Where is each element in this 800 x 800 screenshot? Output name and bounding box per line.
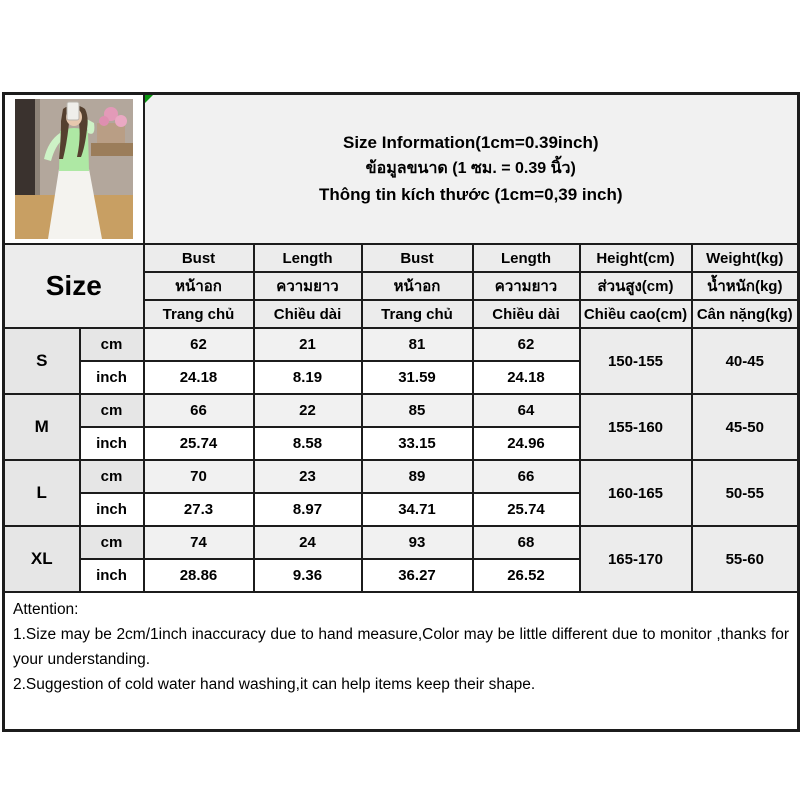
value-cell: 62 bbox=[471, 327, 581, 362]
value-cell: 8.58 bbox=[252, 426, 363, 461]
value-cell: 93 bbox=[360, 525, 474, 560]
col-header-length-1-th: ความยาว bbox=[252, 271, 363, 301]
unit-label-inch: inch bbox=[78, 558, 145, 593]
size-row-m: M bbox=[2, 393, 81, 461]
value-cell: 33.15 bbox=[360, 426, 474, 461]
product-photo-illustration bbox=[14, 99, 133, 239]
col-header-bust-1-en: Bust bbox=[142, 243, 255, 273]
weight-range-cell: 45-50 bbox=[690, 393, 800, 461]
col-header-length-1-vi: Chiều dài bbox=[252, 299, 363, 329]
title-vi: Thông tin kích thước (1cm=0,39 inch) bbox=[319, 185, 623, 204]
col-header-length-2-vi: Chiều dài bbox=[471, 299, 581, 329]
value-cell: 64 bbox=[471, 393, 581, 428]
col-header-bust-2-th: หน้าอก bbox=[360, 271, 474, 301]
size-chart-sheet: Size Information(1cm=0.39inch) ข้อมูลขนา… bbox=[2, 92, 800, 732]
value-cell: 24 bbox=[252, 525, 363, 560]
col-header-bust-1-vi: Trang chủ bbox=[142, 299, 255, 329]
col-header-height-th: ส่วนสูง(cm) bbox=[578, 271, 693, 301]
value-cell: 26.52 bbox=[471, 558, 581, 593]
value-cell: 62 bbox=[142, 327, 255, 362]
unit-label-cm: cm bbox=[78, 525, 145, 560]
attention-note: Attention: 1.Size may be 2cm/1inch inacc… bbox=[2, 591, 800, 732]
size-row-l: L bbox=[2, 459, 81, 527]
weight-range-cell: 40-45 bbox=[690, 327, 800, 395]
value-cell: 66 bbox=[142, 393, 255, 428]
size-header: Size bbox=[2, 243, 145, 329]
value-cell: 22 bbox=[252, 393, 363, 428]
weight-range-cell: 50-55 bbox=[690, 459, 800, 527]
size-row-s: S bbox=[2, 327, 81, 395]
attention-note-1: 1.Size may be 2cm/1inch inaccuracy due t… bbox=[13, 626, 790, 668]
value-cell: 24.18 bbox=[142, 360, 255, 395]
value-cell: 89 bbox=[360, 459, 474, 494]
unit-label-cm: cm bbox=[78, 459, 145, 494]
size-row-xl: XL bbox=[2, 525, 81, 593]
attention-note-2: 2.Suggestion of cold water hand washing,… bbox=[13, 676, 536, 693]
value-cell: 68 bbox=[471, 525, 581, 560]
height-range-cell: 160-165 bbox=[578, 459, 693, 527]
value-cell: 8.19 bbox=[252, 360, 363, 395]
col-header-bust-1-th: หน้าอก bbox=[142, 271, 255, 301]
size-table: Size Information(1cm=0.39inch) ข้อมูลขนา… bbox=[2, 92, 800, 732]
col-header-bust-2-en: Bust bbox=[360, 243, 474, 273]
value-cell: 23 bbox=[252, 459, 363, 494]
value-cell: 70 bbox=[142, 459, 255, 494]
col-header-weight-vi: Cân nặng(kg) bbox=[690, 299, 800, 329]
col-header-length-1-en: Length bbox=[252, 243, 363, 273]
col-header-length-2-th: ความยาว bbox=[471, 271, 581, 301]
value-cell: 66 bbox=[471, 459, 581, 494]
title-cell: Size Information(1cm=0.39inch) ข้อมูลขนา… bbox=[142, 92, 800, 245]
height-range-cell: 150-155 bbox=[578, 327, 693, 395]
value-cell: 74 bbox=[142, 525, 255, 560]
value-cell: 27.3 bbox=[142, 492, 255, 527]
title-en: Size Information(1cm=0.39inch) bbox=[342, 133, 599, 152]
col-header-height-vi: Chiều cao(cm) bbox=[578, 299, 693, 329]
value-cell: 36.27 bbox=[360, 558, 474, 593]
product-photo bbox=[6, 95, 142, 242]
unit-label-inch: inch bbox=[78, 426, 145, 461]
value-cell: 24.96 bbox=[471, 426, 581, 461]
value-cell: 28.86 bbox=[142, 558, 255, 593]
value-cell: 85 bbox=[360, 393, 474, 428]
title-th: ข้อมูลขนาด (1 ซม. = 0.39 นิ้ว) bbox=[365, 160, 576, 177]
col-header-height-en: Height(cm) bbox=[578, 243, 693, 273]
height-range-cell: 165-170 bbox=[578, 525, 693, 593]
value-cell: 21 bbox=[252, 327, 363, 362]
value-cell: 25.74 bbox=[471, 492, 581, 527]
value-cell: 81 bbox=[360, 327, 474, 362]
value-cell: 34.71 bbox=[360, 492, 474, 527]
value-cell: 24.18 bbox=[471, 360, 581, 395]
unit-label-inch: inch bbox=[78, 360, 145, 395]
value-cell: 25.74 bbox=[142, 426, 255, 461]
value-cell: 8.97 bbox=[252, 492, 363, 527]
weight-range-cell: 55-60 bbox=[690, 525, 800, 593]
col-header-bust-2-vi: Trang chủ bbox=[360, 299, 474, 329]
height-range-cell: 155-160 bbox=[578, 393, 693, 461]
attention-heading: Attention: bbox=[13, 601, 79, 618]
unit-label-cm: cm bbox=[78, 327, 145, 362]
cell-note-marker-icon bbox=[145, 95, 153, 103]
unit-label-cm: cm bbox=[78, 393, 145, 428]
value-cell: 9.36 bbox=[252, 558, 363, 593]
col-header-weight-en: Weight(kg) bbox=[690, 243, 800, 273]
unit-label-inch: inch bbox=[78, 492, 145, 527]
product-photo-cell bbox=[2, 92, 145, 245]
value-cell: 31.59 bbox=[360, 360, 474, 395]
col-header-weight-th: น้ำหนัก(kg) bbox=[690, 271, 800, 301]
col-header-length-2-en: Length bbox=[471, 243, 581, 273]
